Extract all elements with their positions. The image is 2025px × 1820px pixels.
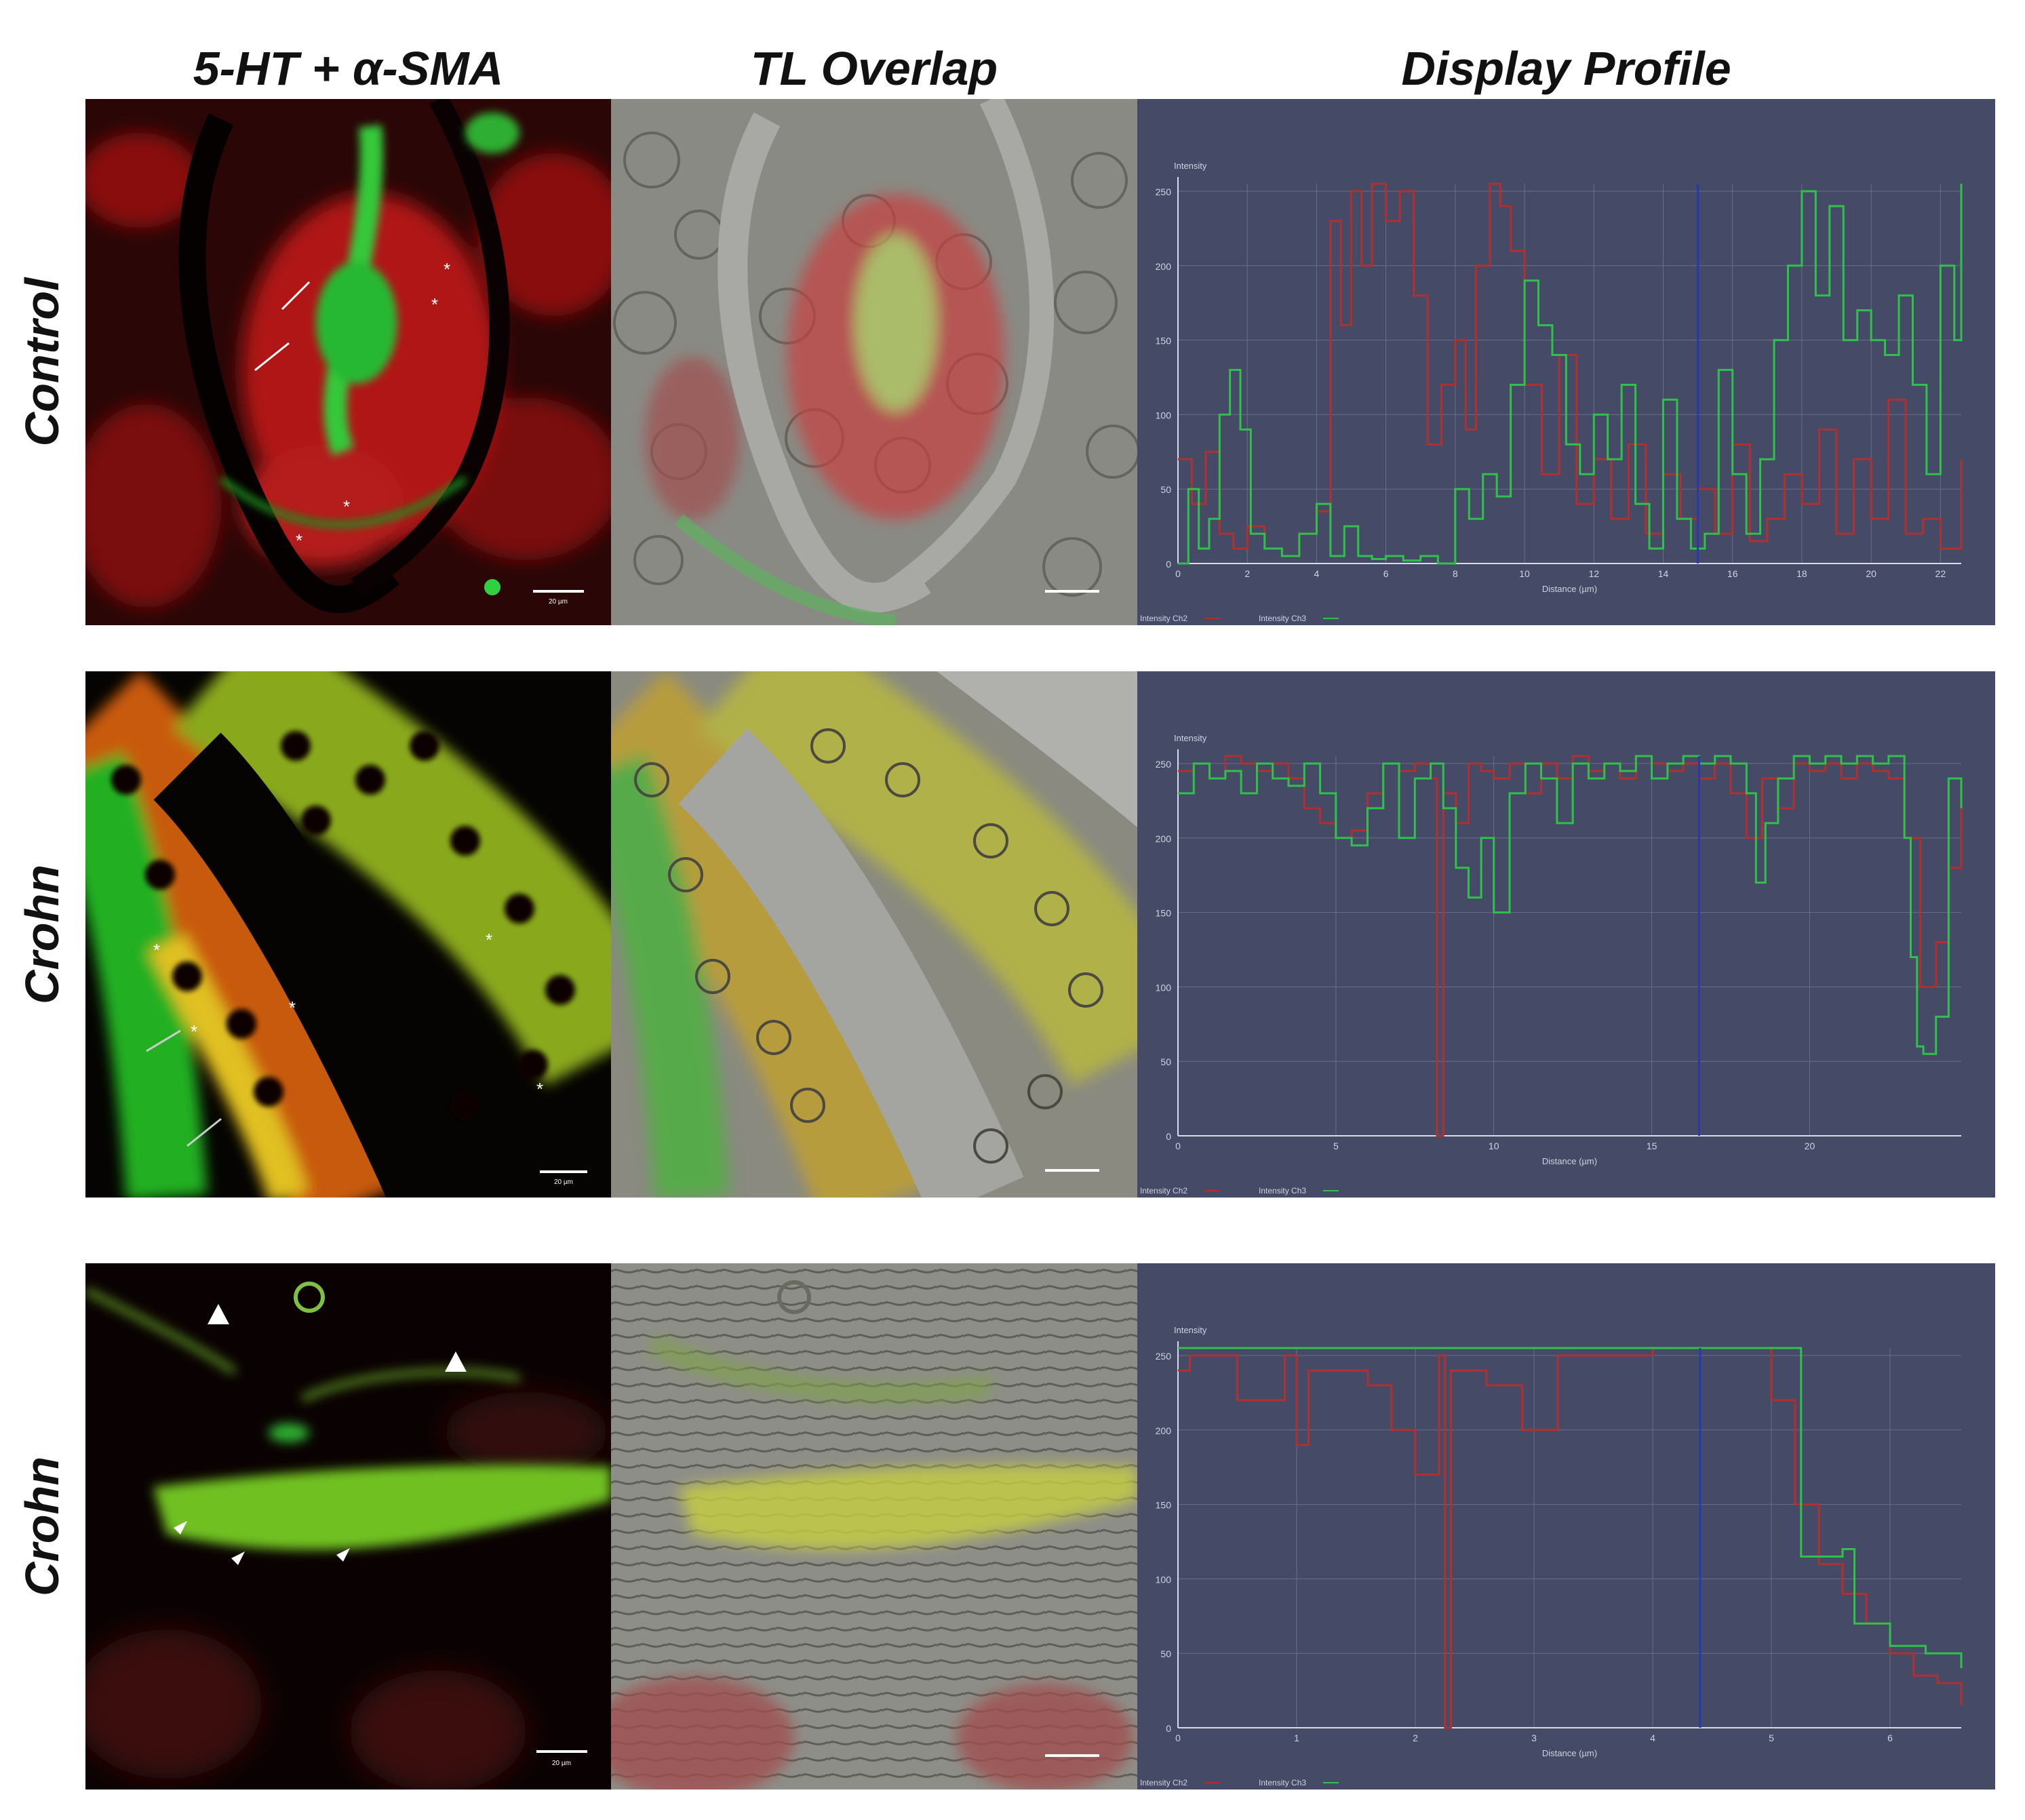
x-tick-label: 20 — [1805, 1141, 1815, 1151]
x-tick-label: 10 — [1519, 568, 1530, 579]
row-label-text: Crohn — [16, 1456, 68, 1597]
fluorescence-image-control: * * * * 20 µm — [85, 99, 611, 625]
row-label-control: Control — [0, 99, 84, 625]
x-tick-label: 6 — [1383, 568, 1389, 579]
x-tick-label: 5 — [1769, 1733, 1774, 1743]
y-tick-label: 50 — [1160, 1056, 1171, 1067]
y-tick-label: 200 — [1156, 833, 1172, 844]
scale-bar-label: 20 µm — [552, 1760, 571, 1767]
x-tick-label: 8 — [1453, 568, 1458, 579]
y-tick-label: 200 — [1156, 261, 1172, 272]
y-axis-label: Intensity — [1174, 161, 1207, 171]
x-tick-label: 16 — [1727, 568, 1738, 579]
x-tick-label: 2 — [1413, 1733, 1418, 1743]
x-tick-label: 0 — [1175, 568, 1181, 579]
x-tick-label: 0 — [1175, 1141, 1181, 1151]
x-tick-label: 0 — [1175, 1733, 1181, 1743]
y-axis-label: Intensity — [1174, 1325, 1207, 1335]
y-tick-label: 250 — [1156, 186, 1172, 197]
row-label-text: Crohn — [16, 864, 68, 1005]
svg-text:*: * — [444, 259, 450, 279]
legend-entry: Intensity Ch2 — [1140, 1186, 1187, 1195]
legend-entry: Intensity Ch3 — [1259, 1186, 1306, 1195]
y-tick-label: 150 — [1156, 336, 1172, 347]
x-tick-label: 14 — [1658, 568, 1669, 579]
row-label-crohn-2: Crohn — [0, 1263, 84, 1789]
svg-text:*: * — [536, 1079, 543, 1099]
column-title-tl-overlap: TL Overlap — [750, 42, 998, 95]
series-line-ch2 — [1178, 755, 1963, 1137]
intensity-profile-plot: 0 50 100 150 200 250 0 5 10 15 20 Intensity Distance… — [1140, 733, 1963, 1195]
y-tick-label: 200 — [1156, 1425, 1172, 1436]
x-axis-label: Distance (µm) — [1542, 1156, 1597, 1166]
legend-entry: Intensity Ch2 — [1140, 1778, 1187, 1787]
y-tick-label: 100 — [1156, 982, 1172, 993]
legend-entry: Intensity Ch3 — [1259, 1778, 1306, 1787]
x-tick-label: 12 — [1588, 568, 1599, 579]
x-axis-label: Distance (µm) — [1542, 1748, 1597, 1758]
row-label-text: Control — [16, 277, 68, 447]
legend-entry: Intensity Ch3 — [1259, 614, 1306, 623]
series-line-ch3 — [1178, 1347, 1963, 1669]
fluorescence-image-crohn-2: 20 µm — [85, 1263, 611, 1789]
x-tick-label: 22 — [1935, 568, 1946, 579]
x-tick-label: 4 — [1314, 568, 1320, 579]
x-tick-label: 15 — [1647, 1141, 1657, 1151]
transmitted-light-overlap-crohn-2 — [611, 1263, 1137, 1789]
y-tick-label: 100 — [1156, 410, 1172, 420]
column-title-5ht-sma: 5-HT + α-SMA — [193, 42, 504, 95]
y-tick-label: 50 — [1160, 1648, 1171, 1659]
x-tick-label: 2 — [1244, 568, 1250, 579]
y-axis-label: Intensity — [1174, 733, 1207, 743]
intensity-profile-plot: 0 50 100 150 200 250 0 1 2 3 4 5 6 Intensity Distance … — [1140, 1325, 1963, 1787]
x-tick-label: 1 — [1294, 1733, 1299, 1743]
x-tick-label: 3 — [1531, 1733, 1537, 1743]
y-tick-label: 150 — [1156, 908, 1172, 919]
display-profile-chart-crohn-1: 0 50 100 150 200 250 0 5 10 15 20 Intensity Distance… — [1137, 671, 1995, 1198]
x-tick-label: 6 — [1887, 1733, 1893, 1743]
transmitted-light-overlap-control — [611, 99, 1137, 625]
x-tick-label: 5 — [1333, 1141, 1339, 1151]
x-tick-label: 4 — [1650, 1733, 1655, 1743]
svg-text:*: * — [296, 530, 302, 551]
x-tick-label: 18 — [1796, 568, 1807, 579]
legend-entry: Intensity Ch2 — [1140, 614, 1187, 623]
svg-text:*: * — [191, 1021, 197, 1042]
y-tick-label: 100 — [1156, 1574, 1172, 1585]
column-title-display-profile: Display Profile — [1401, 42, 1731, 95]
y-tick-label: 50 — [1160, 484, 1171, 495]
x-tick-label: 20 — [1866, 568, 1876, 579]
svg-text:*: * — [289, 997, 296, 1018]
y-tick-label: 150 — [1156, 1500, 1172, 1511]
scale-bar-label: 20 µm — [549, 598, 568, 606]
y-tick-label: 0 — [1166, 1131, 1171, 1142]
y-tick-label: 0 — [1166, 559, 1171, 570]
scale-bar-label: 20 µm — [554, 1179, 573, 1186]
svg-text:*: * — [153, 940, 160, 960]
fluorescence-image-crohn-1: * * * * * 20 µm — [85, 671, 611, 1198]
series-line-ch2 — [1178, 1347, 1963, 1729]
series-line-ch3 — [1178, 184, 1963, 565]
row-label-crohn-1: Crohn — [0, 671, 84, 1198]
y-tick-label: 250 — [1156, 1351, 1172, 1362]
y-tick-label: 0 — [1166, 1723, 1171, 1734]
x-axis-label: Distance (µm) — [1542, 584, 1597, 594]
y-tick-label: 250 — [1156, 759, 1172, 770]
svg-text:*: * — [431, 294, 438, 315]
svg-text:*: * — [486, 930, 492, 950]
display-profile-chart-crohn-2: 0 50 100 150 200 250 0 1 2 3 4 5 6 Intensity Distance … — [1137, 1263, 1995, 1789]
display-profile-chart-control: 0 50 100 150 200 250 0 2 4 6 8 10 12 14 16 18 20 22 Intens… — [1137, 99, 1995, 625]
x-tick-label: 10 — [1489, 1141, 1499, 1151]
intensity-profile-plot: 0 50 100 150 200 250 0 2 4 6 8 10 12 14 16 18 20 22 Intens… — [1140, 161, 1963, 623]
transmitted-light-overlap-crohn-1 — [611, 671, 1137, 1198]
series-line-ch3 — [1178, 755, 1963, 1055]
svg-text:*: * — [343, 496, 350, 517]
